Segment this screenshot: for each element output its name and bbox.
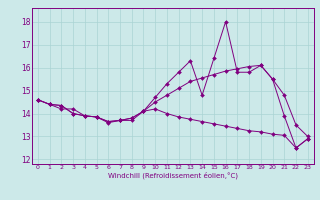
X-axis label: Windchill (Refroidissement éolien,°C): Windchill (Refroidissement éolien,°C): [108, 172, 238, 179]
